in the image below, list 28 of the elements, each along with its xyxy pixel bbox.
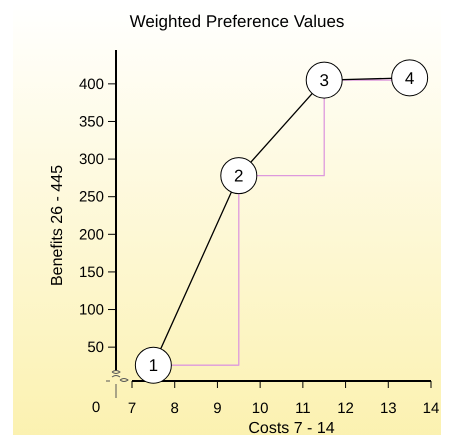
y-tick-label: 200: [78, 226, 104, 244]
x-tick-label: 10: [252, 400, 268, 417]
y-tick-label: 50: [87, 339, 104, 356]
x-tick-label: 11: [295, 400, 311, 417]
point: [391, 59, 428, 96]
chart-title: Weighted Preference Values: [130, 12, 344, 31]
y-tick-label: 150: [78, 264, 104, 281]
x-tick-label: 14: [422, 400, 440, 417]
x-tick-label: 7: [128, 400, 136, 417]
y-axis-title: Benefits 26 - 445: [49, 164, 66, 286]
y-tick-label: 250: [78, 188, 104, 206]
y-tick-label: 400: [78, 76, 104, 93]
point: [306, 62, 343, 99]
x-tick-label: 8: [170, 400, 179, 417]
point: [134, 346, 172, 384]
x-tick-label: 9: [213, 400, 222, 417]
annotation: 2: [234, 166, 244, 186]
annotation: 4: [404, 68, 414, 88]
x-axis-title: Costs 7 - 14: [248, 420, 335, 435]
x-tick-label: 13: [380, 400, 397, 417]
annotation: 3: [319, 71, 329, 90]
point: [220, 157, 258, 194]
y-tick-label: 100: [78, 302, 104, 319]
y-tick-label: 300: [78, 151, 104, 168]
x-tick-label: 12: [337, 400, 354, 417]
y-tick-label: 350: [78, 113, 104, 130]
text: 0: [92, 399, 100, 416]
annotation: 1: [148, 356, 158, 376]
